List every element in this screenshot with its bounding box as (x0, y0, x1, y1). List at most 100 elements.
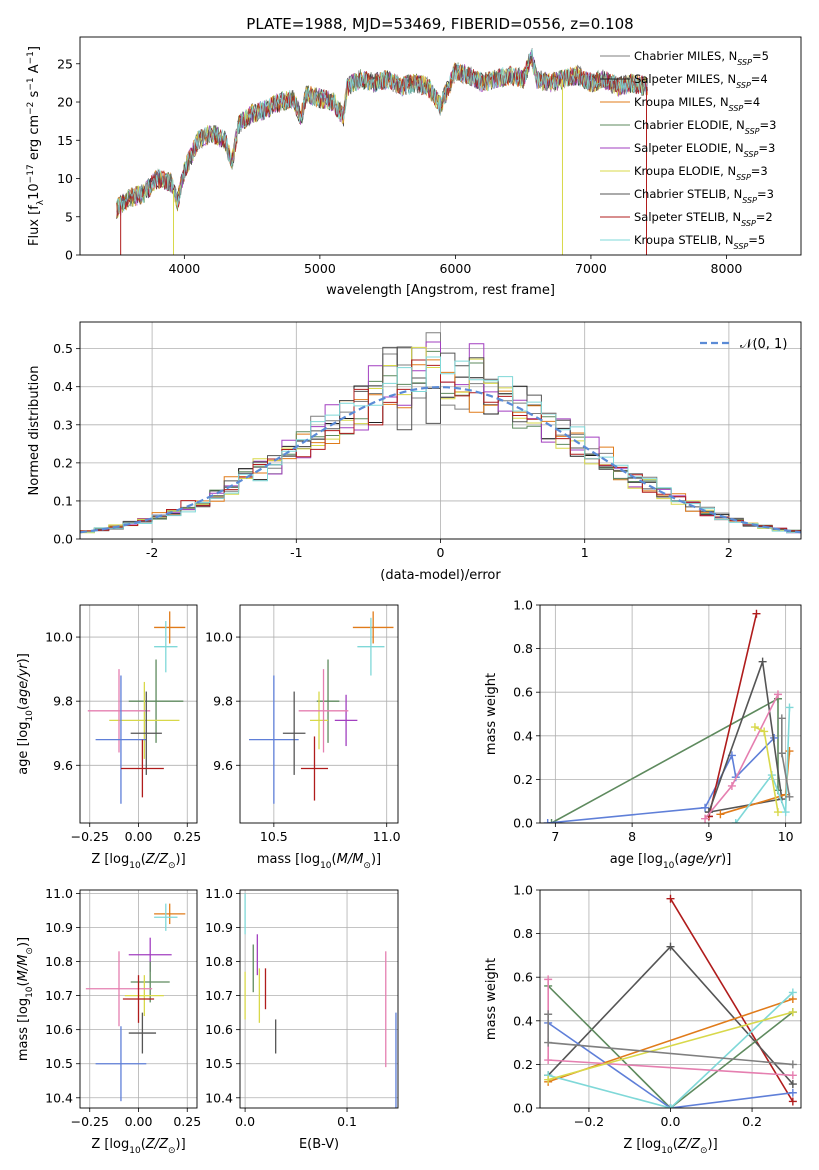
weight-marker (701, 814, 710, 823)
x-axis-label: wavelength [Angstrom, rest frame] (326, 283, 555, 298)
panel-mass_vs_ebv: 0.0 0.1 10.4 10.5 10.6 10.7 10.8 10.9 11.0 (205, 886, 399, 1129)
tick-label-y: 0 (65, 248, 73, 263)
tick-label-x: 2 (725, 545, 733, 560)
tick-label-x: 0.2 (742, 1114, 762, 1129)
tick-label-x: 4000 (168, 261, 200, 276)
weight-marker (544, 1010, 553, 1019)
tick-label-x: −0.2 (574, 1114, 604, 1129)
weight-marker (543, 819, 552, 823)
tick-label-x: 10 (778, 829, 794, 844)
y-axis-label: mass weight (484, 673, 499, 755)
tick-label-y: 5 (65, 209, 73, 224)
weight-marker (544, 1075, 553, 1084)
tick-label-x: −0.25 (71, 829, 109, 844)
weight-line (547, 991, 794, 1108)
tick-label-x: 5000 (304, 261, 336, 276)
tick-label-x: 0.1 (337, 1114, 357, 1129)
weight-marker (544, 1056, 553, 1065)
legend-label: Kroupa MILES, NSSP=4 (634, 95, 760, 113)
x-axis-label: age [log10(age/yr)] (610, 852, 732, 871)
axes-frame (239, 889, 399, 1109)
panel-weight_vs_age: 7 8 9 10 0.0 0.2 0.4 0.6 0.8 1.0 age [log10(age/yr… (484, 598, 802, 871)
tick-label-y: 10.7 (45, 988, 73, 1003)
tick-label-x: 6000 (440, 261, 472, 276)
weight-marker (731, 819, 740, 823)
axes-frame (539, 889, 802, 1109)
tick-label-y: 0.8 (513, 641, 533, 656)
tick-label-y: 10.4 (205, 1090, 233, 1105)
weight-marker (727, 781, 736, 790)
weight-line (547, 737, 775, 823)
tick-label-y: 0.4 (513, 728, 533, 743)
normal-curve (80, 385, 801, 534)
tick-label-x: 0.0 (235, 1114, 255, 1129)
weight-marker (788, 988, 797, 997)
tick-label-y: 9.6 (213, 758, 233, 773)
legend-label: Chabrier MILES, NSSP=5 (634, 49, 769, 67)
tick-label-x: 7000 (575, 261, 607, 276)
tick-label-y: 0.0 (513, 816, 533, 831)
y-axis-label: mass weight (484, 958, 499, 1040)
plot-area (543, 609, 794, 823)
tick-label-y: 10.0 (45, 630, 73, 645)
weight-line (708, 661, 783, 813)
axes-frame (79, 889, 198, 1109)
weight-marker (785, 792, 794, 801)
tick-label-y: 10.6 (45, 1022, 73, 1037)
legend-label: 𝒩(0, 1) (740, 337, 787, 352)
panel-residuals: -2 -1 0 1 2 0.0 0.1 0.2 0.3 0.4 0.5 𝒩(0, 1) (data-mo… (27, 321, 802, 583)
weight-line (547, 1011, 794, 1081)
weight-marker (773, 808, 782, 817)
weight-marker (760, 727, 769, 736)
weight-marker (716, 810, 725, 819)
tick-label-y: 0.4 (53, 379, 73, 394)
weight-marker (788, 1097, 797, 1106)
panel-mass_vs_Z: −0.25 0.00 0.25 10.4 10.5 10.6 10.7 10.8 10.9 11.… (16, 886, 201, 1156)
weight-marker (788, 1071, 797, 1080)
weight-marker (788, 1060, 797, 1069)
tick-label-x: 0.00 (125, 829, 153, 844)
panel-age_vs_Z: −0.25 0.00 0.25 9.6 9.8 10.0 Z [log10(Z/Z⊙)] ag… (16, 604, 201, 871)
tick-label-x: −0.25 (71, 1114, 109, 1129)
tick-label-y: 0.6 (513, 685, 533, 700)
tick-label-x: 8 (628, 829, 636, 844)
axes-frame (79, 36, 802, 256)
tick-label-y: 10.6 (205, 1022, 233, 1037)
plot-area (80, 332, 801, 534)
weight-marker (666, 894, 675, 903)
tick-label-y: 1.0 (513, 883, 533, 898)
weight-line (547, 985, 794, 1108)
panel-age_vs_mass: 10.5 11.0 9.6 9.8 10.0 mass [log10(M/M⊙)] (205, 604, 401, 871)
weight-marker (788, 1080, 797, 1089)
tick-label-y: 11.0 (205, 886, 233, 901)
weight-marker (788, 1008, 797, 1017)
tick-label-y: 10.9 (205, 920, 233, 935)
weight-marker (781, 808, 790, 817)
tick-label-y: 0.0 (53, 532, 73, 547)
y-axis-label: Flux [fλ10−17 erg cm−2 s−1 A−1] (26, 46, 46, 246)
legend-label: Salpeter MILES, NSSP=4 (634, 72, 768, 90)
tick-label-x: -2 (146, 545, 158, 560)
tick-label-y: 9.8 (213, 694, 233, 709)
tick-label-y: 10.5 (205, 1056, 233, 1071)
panel-weight_vs_Z: −0.2 0.0 0.2 0.0 0.2 0.4 0.6 0.8 1.0 Z [log10(Z/Z… (484, 883, 802, 1156)
tick-label-y: 0.4 (513, 1013, 533, 1028)
x-axis-label: (data-model)/error (380, 568, 501, 583)
weight-marker (788, 1088, 797, 1097)
spectrum-line (116, 48, 648, 214)
tick-label-x: 11.0 (373, 829, 401, 844)
tick-label-y: 0.3 (53, 417, 73, 432)
weight-marker (547, 819, 556, 823)
tick-label-y: 10.5 (45, 1056, 73, 1071)
tick-label-x: -1 (290, 545, 302, 560)
tick-label-x: 9 (705, 829, 713, 844)
weight-line (547, 1022, 793, 1108)
tick-label-y: 10.8 (45, 954, 73, 969)
plot-area (87, 611, 186, 804)
tick-label-y: 10.9 (45, 920, 73, 935)
y-axis-label: mass [log10(M/M⊙)] (16, 937, 35, 1061)
tick-label-y: 0.1 (53, 493, 73, 508)
legend-label: Salpeter STELIB, NSSP=2 (634, 210, 773, 228)
weight-marker (701, 803, 710, 812)
